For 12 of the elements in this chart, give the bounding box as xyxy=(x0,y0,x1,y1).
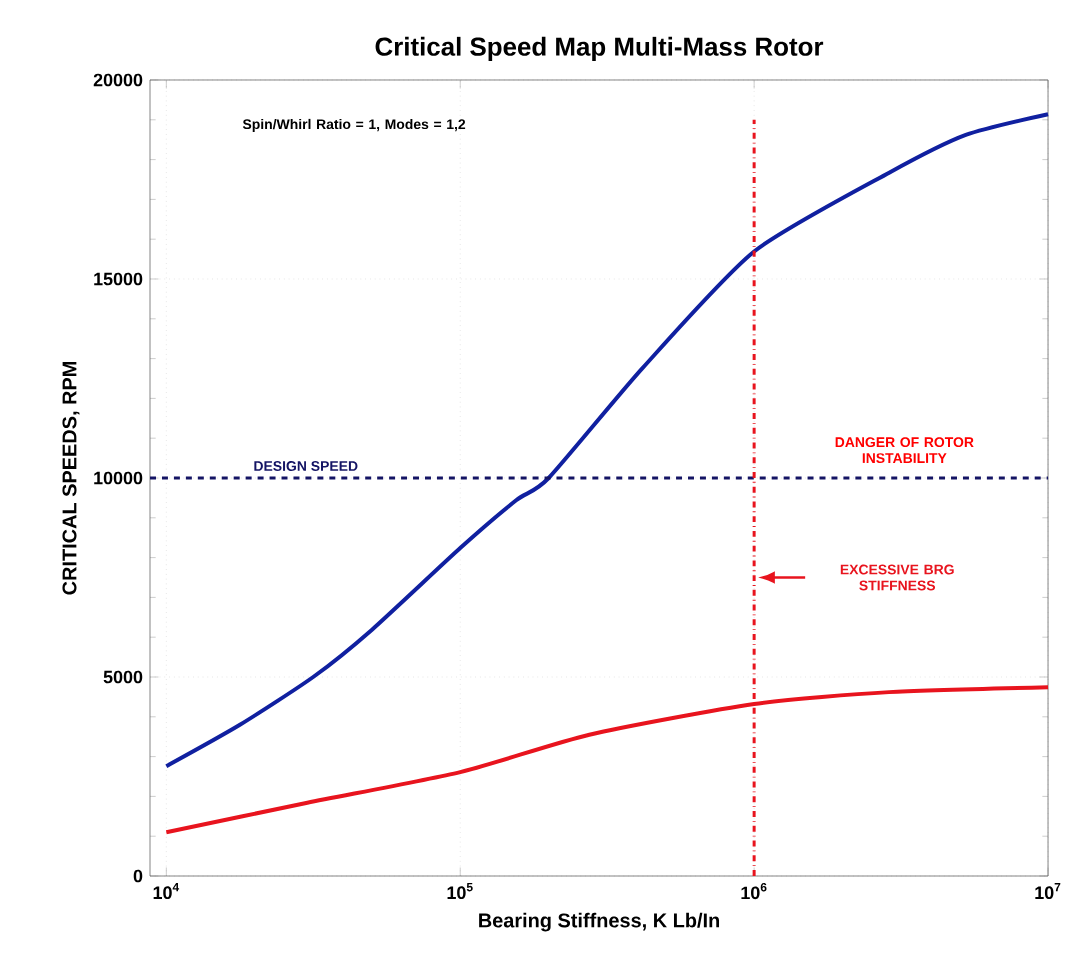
y-tick-label: 5000 xyxy=(103,670,143,684)
x-tick-label: 10$^{5}$ xyxy=(447,883,473,900)
x-tick-label: 10$^{7}$ xyxy=(1035,883,1061,900)
y-tick-label: 20000 xyxy=(93,73,143,87)
chart-title: Critical Speed Map Multi-Mass Rotor xyxy=(375,36,824,61)
y-tick-label: 15000 xyxy=(94,272,143,286)
y-tick-label: 10000 xyxy=(94,471,143,485)
x-axis-title: Bearing Stiffness, K Lb/In xyxy=(479,912,720,932)
x-tick-label: 10$^{6}$ xyxy=(741,883,767,900)
x-tick-label: 10$^{4}$ xyxy=(153,883,180,900)
y-axis-title: CRITICAL SPEEDS, RPM xyxy=(62,361,80,595)
y-tick-label: 0 xyxy=(133,869,143,883)
